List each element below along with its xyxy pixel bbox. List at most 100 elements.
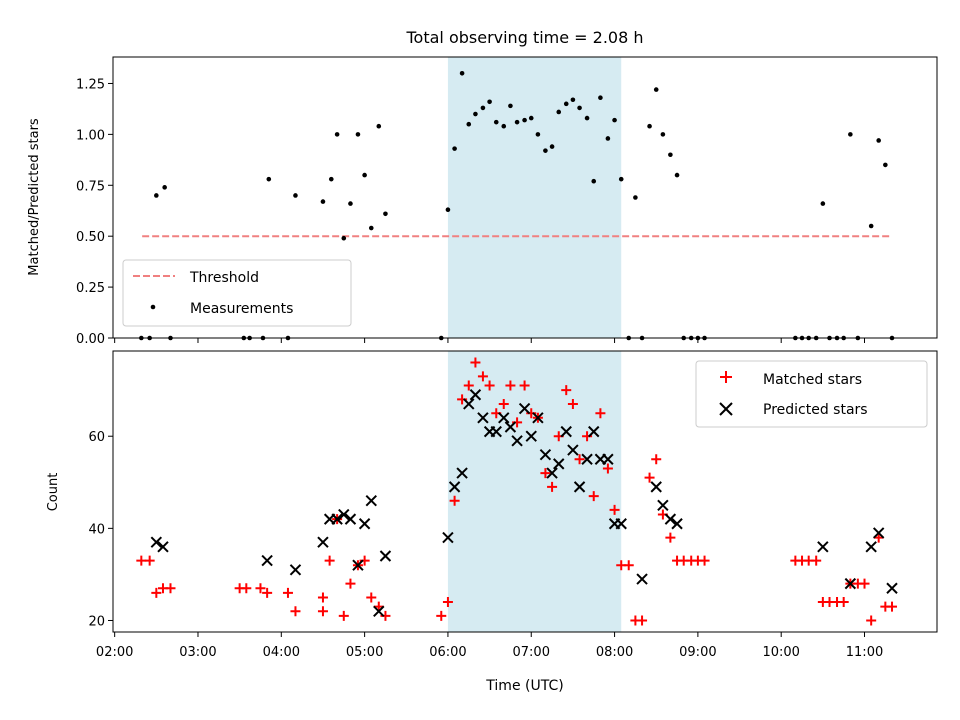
predicted-star-point — [518, 402, 531, 415]
measurement-point — [473, 111, 478, 117]
matched-star-point — [887, 601, 898, 612]
predicted-star-point — [664, 513, 677, 525]
measurement-point — [647, 123, 652, 129]
predicted-star-point — [886, 582, 898, 594]
bottom-ytick-label: 60 — [88, 430, 105, 445]
matched-star-point — [345, 578, 356, 589]
measurement-point — [660, 132, 666, 137]
matched-star-point — [338, 610, 349, 621]
predicted-star-point — [865, 541, 877, 553]
legend-matched-swatch — [720, 371, 732, 383]
predicted-star-point — [671, 518, 683, 530]
predicted-star-point — [317, 536, 329, 548]
bottom-xtick-label: 07:00 — [513, 645, 550, 660]
predicted-star-point — [560, 425, 572, 438]
matched-star-point — [547, 481, 558, 492]
matched-star-point — [317, 592, 328, 603]
measurement-point — [618, 176, 624, 182]
matched-star-point — [484, 380, 495, 391]
matched-star-point — [567, 398, 578, 409]
measurement-point — [570, 97, 576, 103]
matched-star-point — [151, 587, 162, 598]
measurement-point — [514, 119, 520, 125]
predicted-star-point — [338, 508, 350, 521]
predicted-star-point — [546, 467, 558, 479]
measurement-point — [480, 105, 486, 111]
top-legend-box — [122, 259, 352, 327]
measurement-point — [868, 223, 874, 229]
matched-star-point — [644, 472, 655, 483]
top-measurements — [139, 70, 895, 341]
chart-title: Total observing time = 2.08 h — [405, 28, 643, 47]
matched-star-point — [609, 504, 620, 515]
predicted-star-point — [525, 430, 537, 442]
legend-measurements-swatch — [150, 304, 156, 310]
predicted-star-point — [498, 412, 510, 424]
bottom-ticks: 20 40 60 02:00 03:00 04:00 05:00 06:00 07:00 08:0… — [88, 430, 883, 660]
matched-star-point — [359, 555, 370, 566]
predicted-star-point — [581, 453, 593, 465]
top-ytick-label: 0.50 — [76, 230, 105, 245]
predicted-star-point — [490, 425, 502, 438]
measurement-point — [508, 103, 513, 109]
measurement-point — [383, 211, 388, 217]
legend-predicted-label: Predicted stars — [763, 402, 868, 418]
top-ytick-label: 0.00 — [76, 332, 105, 347]
matched-star-point — [366, 592, 377, 603]
bottom-xtick-label: 06:00 — [429, 645, 466, 660]
predicted-star-point — [532, 412, 544, 424]
measurement-point — [487, 99, 492, 105]
matched-star-point — [505, 380, 516, 391]
measurement-point — [598, 95, 603, 101]
matched-star-point — [498, 398, 509, 409]
predicted-star-point — [379, 550, 392, 562]
predicted-star-point — [588, 425, 600, 438]
measurement-point — [633, 195, 638, 200]
matched-star-point — [623, 560, 634, 571]
matched-star-point — [588, 491, 599, 502]
top-ticks: 0.00 0.25 0.50 0.75 1.00 1.25 — [76, 77, 866, 347]
matched-star-point — [595, 408, 606, 419]
measurement-point — [320, 199, 326, 204]
bottom-xtick-label: 09:00 — [679, 645, 716, 660]
matched-star-point — [699, 555, 710, 566]
top-ytick-label: 0.25 — [76, 281, 105, 296]
predicted-star-point — [358, 518, 371, 530]
matched-star-point — [519, 380, 530, 391]
predicted-star-point — [442, 531, 454, 544]
measurement-point — [501, 123, 507, 129]
legend-predicted-swatch — [719, 402, 733, 416]
matched-star-point — [866, 615, 877, 626]
predicted-star-point — [511, 435, 523, 447]
measurement-point — [577, 105, 582, 111]
predicted-star-point — [817, 541, 829, 553]
predicted-star-point — [553, 458, 565, 470]
matched-star-point — [665, 532, 676, 543]
measurement-point — [445, 207, 451, 213]
measurement-point — [362, 172, 367, 178]
matched-star-point — [241, 583, 252, 594]
bottom-xtick-label: 10:00 — [762, 645, 799, 660]
measurement-point — [543, 148, 548, 153]
top-ylabel: Matched/Predicted stars — [27, 118, 42, 276]
measurement-point — [876, 138, 881, 143]
predicted-star-point — [448, 481, 461, 493]
bottom-xtick-label: 05:00 — [346, 645, 383, 660]
matched-star-point — [602, 463, 613, 474]
predicted-star-point — [463, 398, 475, 410]
matched-star-point — [637, 615, 648, 626]
top-ytick-label: 1.00 — [76, 128, 105, 143]
legend-measurements-label: Measurements — [190, 301, 293, 317]
bottom-legend-box — [695, 360, 928, 428]
bottom-xtick-label: 03:00 — [179, 645, 216, 660]
predicted-star-point — [657, 499, 669, 512]
predicted-star-point — [504, 421, 517, 433]
measurement-point — [466, 121, 472, 127]
predicted-star-point — [602, 453, 614, 465]
bottom-axes-frame — [112, 350, 938, 633]
measurement-point — [334, 132, 340, 137]
matched-stars-points — [136, 357, 898, 626]
top-highlight-span — [447, 57, 622, 338]
predicted-star-point — [289, 564, 302, 576]
measurement-point — [674, 172, 680, 178]
